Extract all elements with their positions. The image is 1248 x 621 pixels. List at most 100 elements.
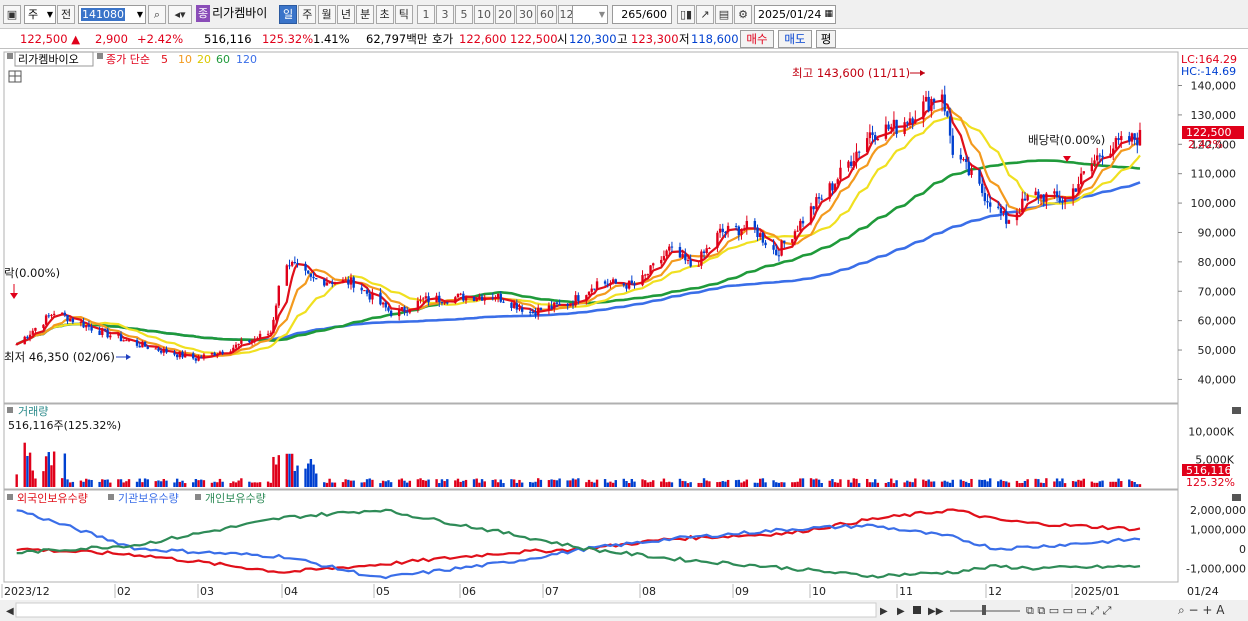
volume-bar bbox=[122, 482, 125, 487]
candle-body bbox=[643, 274, 647, 276]
volume-bar bbox=[809, 478, 813, 487]
candle-body bbox=[903, 122, 906, 134]
panel-handle-icon[interactable] bbox=[97, 53, 103, 59]
candle-body bbox=[192, 353, 195, 359]
candle-body bbox=[761, 233, 765, 243]
chart-area[interactable]: 40,000 50,000 60,000 70,000 80,000 90,000 100,… bbox=[0, 50, 1248, 621]
candle-body bbox=[849, 161, 853, 167]
number-button[interactable]: 20 bbox=[495, 5, 515, 24]
volume-bar bbox=[446, 479, 449, 487]
candle-body bbox=[462, 293, 465, 301]
number-button[interactable]: 5 bbox=[455, 5, 473, 24]
gear-icon[interactable]: ⚙ bbox=[734, 5, 752, 24]
candle-body bbox=[569, 304, 572, 306]
candle-body bbox=[194, 358, 198, 361]
window-icon[interactable]: ▣ bbox=[3, 5, 21, 24]
volume-bar bbox=[15, 474, 18, 487]
volume-bar bbox=[422, 480, 425, 487]
volume-last-tag-text: 516,116 bbox=[1186, 464, 1232, 477]
panel-handle-icon[interactable] bbox=[7, 407, 13, 413]
draw-tool-icon[interactable]: ↗ bbox=[696, 5, 714, 24]
volume-bar bbox=[1112, 481, 1115, 487]
eval-button[interactable]: 평 bbox=[816, 30, 836, 48]
candle-body bbox=[371, 292, 374, 300]
volume-last-tag bbox=[1182, 464, 1230, 476]
candle-body bbox=[416, 300, 420, 311]
close-panel-icon[interactable] bbox=[1232, 494, 1241, 501]
candle-body bbox=[307, 270, 310, 274]
volume-bar bbox=[347, 479, 350, 487]
date-input[interactable]: 2025/01/24 ▦ bbox=[754, 5, 836, 24]
close-panel-icon[interactable] bbox=[1232, 407, 1241, 414]
chart-tool-icons[interactable]: ⧉ ⧉ ▭ ▭ ▭ ⤢ ⤢ bbox=[1026, 604, 1112, 617]
stop-icon[interactable] bbox=[913, 606, 921, 614]
stock-code-input[interactable]: 141080 ▼ bbox=[78, 5, 146, 24]
interval-button[interactable]: 일 bbox=[279, 5, 297, 24]
volume-bar bbox=[759, 478, 762, 487]
volume-bar bbox=[1015, 480, 1019, 487]
volume-bar bbox=[708, 481, 711, 487]
date-value: 2025/01/24 bbox=[758, 8, 822, 21]
candle-body bbox=[181, 351, 184, 358]
scroll-track[interactable] bbox=[15, 602, 877, 618]
prev-button[interactable]: 전 bbox=[57, 5, 75, 24]
zoom-icons[interactable]: ⌕ − + A bbox=[1178, 603, 1225, 617]
interval-button[interactable]: 주 bbox=[298, 5, 317, 24]
last-pct-tag-text: 2.42% bbox=[1188, 138, 1223, 151]
number-button[interactable]: 3 bbox=[436, 5, 454, 24]
volume-bar bbox=[23, 442, 26, 487]
fast-forward-icon[interactable]: ▶▶ bbox=[928, 606, 944, 617]
interval-button[interactable]: 분 bbox=[356, 5, 375, 24]
search-icon[interactable]: ⌕ bbox=[148, 5, 166, 24]
ma20-legend: 20 bbox=[197, 53, 211, 66]
scroll-left-icon[interactable]: ◀ bbox=[6, 606, 14, 617]
candle-body bbox=[833, 184, 837, 191]
period-select[interactable]: 주 ▼ bbox=[24, 5, 56, 24]
high-price: 123,300 bbox=[631, 32, 679, 46]
save-icon[interactable]: ▤ bbox=[715, 5, 733, 24]
volume-bar bbox=[173, 482, 176, 487]
count-input[interactable]: 265/600 bbox=[612, 5, 672, 24]
panel-handle-icon[interactable] bbox=[7, 494, 13, 500]
buy-button[interactable]: 매수 bbox=[740, 30, 774, 48]
sell-button[interactable]: 매도 bbox=[778, 30, 812, 48]
x-tick-label: 2023/12 bbox=[4, 585, 50, 598]
candle-body bbox=[1109, 153, 1112, 158]
zoom-slider-handle[interactable] bbox=[982, 605, 986, 615]
range-select[interactable]: ▼ bbox=[572, 5, 608, 24]
volume-bar bbox=[641, 479, 644, 487]
volume-bar bbox=[63, 453, 67, 487]
number-button[interactable]: 30 bbox=[516, 5, 536, 24]
panel-handle-icon[interactable] bbox=[108, 494, 114, 500]
candle-body bbox=[405, 311, 409, 313]
number-button[interactable]: 1 bbox=[417, 5, 435, 24]
candle-body bbox=[154, 348, 157, 350]
panel-handle-icon[interactable] bbox=[195, 494, 201, 500]
candle-body bbox=[138, 345, 141, 348]
candle-body bbox=[930, 98, 933, 112]
x-tick-label: 08 bbox=[642, 585, 656, 598]
volume-bar bbox=[416, 479, 420, 487]
number-button[interactable]: 10 bbox=[474, 5, 494, 24]
number-button[interactable]: 60 bbox=[537, 5, 557, 24]
volume-bar bbox=[986, 481, 989, 487]
panel-handle-icon[interactable] bbox=[7, 53, 13, 59]
volume-bar bbox=[256, 482, 259, 487]
scroll-right-icon[interactable]: ▶ bbox=[880, 606, 888, 617]
individual-legend: 개인보유수량 bbox=[205, 492, 266, 505]
play-icon[interactable]: ▶ bbox=[897, 606, 905, 617]
candle-icon[interactable]: ▯▮ bbox=[677, 5, 695, 24]
interval-button[interactable]: 년 bbox=[336, 5, 355, 24]
speaker-icon[interactable]: ◂▾ bbox=[168, 5, 192, 24]
candle-body bbox=[980, 183, 984, 193]
interval-button[interactable]: 초 bbox=[375, 5, 394, 24]
volume-bar bbox=[258, 482, 262, 487]
candle-body bbox=[288, 265, 291, 267]
y-tick-label: 130,000 bbox=[1191, 109, 1237, 122]
candle-body bbox=[528, 311, 532, 313]
volume-bar bbox=[42, 471, 45, 487]
candle-body bbox=[684, 254, 687, 261]
stock-name-box[interactable]: 종 리가켐바이 bbox=[196, 5, 267, 24]
interval-button[interactable]: 월 bbox=[317, 5, 336, 24]
interval-button[interactable]: 틱 bbox=[394, 5, 413, 24]
